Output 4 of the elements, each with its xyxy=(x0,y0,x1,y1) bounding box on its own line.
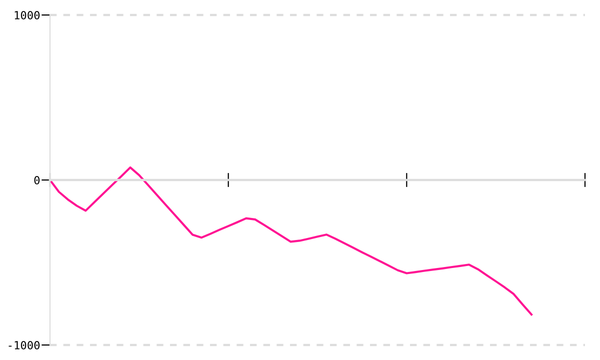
y-tick-label: 0 xyxy=(34,176,40,184)
y-tick-label: -1000 xyxy=(8,341,40,350)
y-tick-label: 1000 xyxy=(14,11,40,20)
line-series xyxy=(50,166,533,316)
